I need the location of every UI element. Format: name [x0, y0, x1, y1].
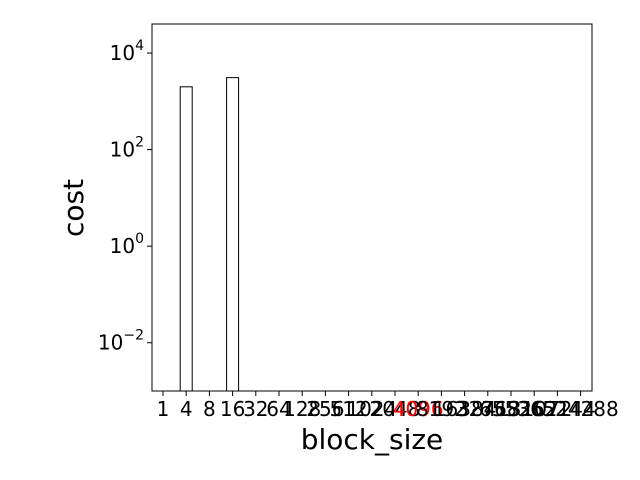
- y-tick-label: 102: [110, 135, 144, 162]
- x-tick-label-2048: 2048: [370, 397, 421, 421]
- x-tick-label-32768: 32768: [456, 397, 520, 421]
- x-tick-label-32: 32: [243, 397, 268, 421]
- y-tick-label: 104: [110, 38, 144, 65]
- y-axis-label: cost: [57, 179, 90, 237]
- x-tick-label-8192: 8192: [416, 397, 467, 421]
- x-tick-label-262144: 262144: [519, 397, 595, 421]
- bar-4: [179, 86, 193, 392]
- x-axis-ticks: 1 4 8 1632641282565121024204840968192163843…: [157, 391, 619, 421]
- y-axis-ticks: 10−2 100 102 104: [98, 38, 152, 355]
- x-tick-label-64: 64: [266, 397, 291, 421]
- x-tick-label-256: 256: [306, 397, 344, 421]
- bars-group: [179, 77, 240, 392]
- plot-area: [151, 23, 593, 392]
- x-tick-label-4: 4: [180, 397, 193, 421]
- x-axis-label: block_size: [301, 423, 444, 456]
- x-tick-label-8: 8: [203, 397, 216, 421]
- x-tick-label-1024: 1024: [346, 397, 397, 421]
- bar-16: [226, 77, 240, 392]
- x-tick-label-512: 512: [330, 397, 368, 421]
- x-tick-label-524288: 524288: [542, 397, 618, 421]
- x-tick-label-131072: 131072: [496, 397, 572, 421]
- x-tick-label-1: 1: [157, 397, 170, 421]
- x-tick-label-16384: 16384: [433, 397, 497, 421]
- x-tick-label-4096: 4096: [393, 397, 444, 421]
- x-tick-label-16: 16: [220, 397, 245, 421]
- y-tick-label: 100: [110, 231, 144, 258]
- y-tick-label: 10−2: [98, 328, 144, 355]
- x-tick-label-128: 128: [283, 397, 321, 421]
- x-tick-label-65536: 65536: [479, 397, 543, 421]
